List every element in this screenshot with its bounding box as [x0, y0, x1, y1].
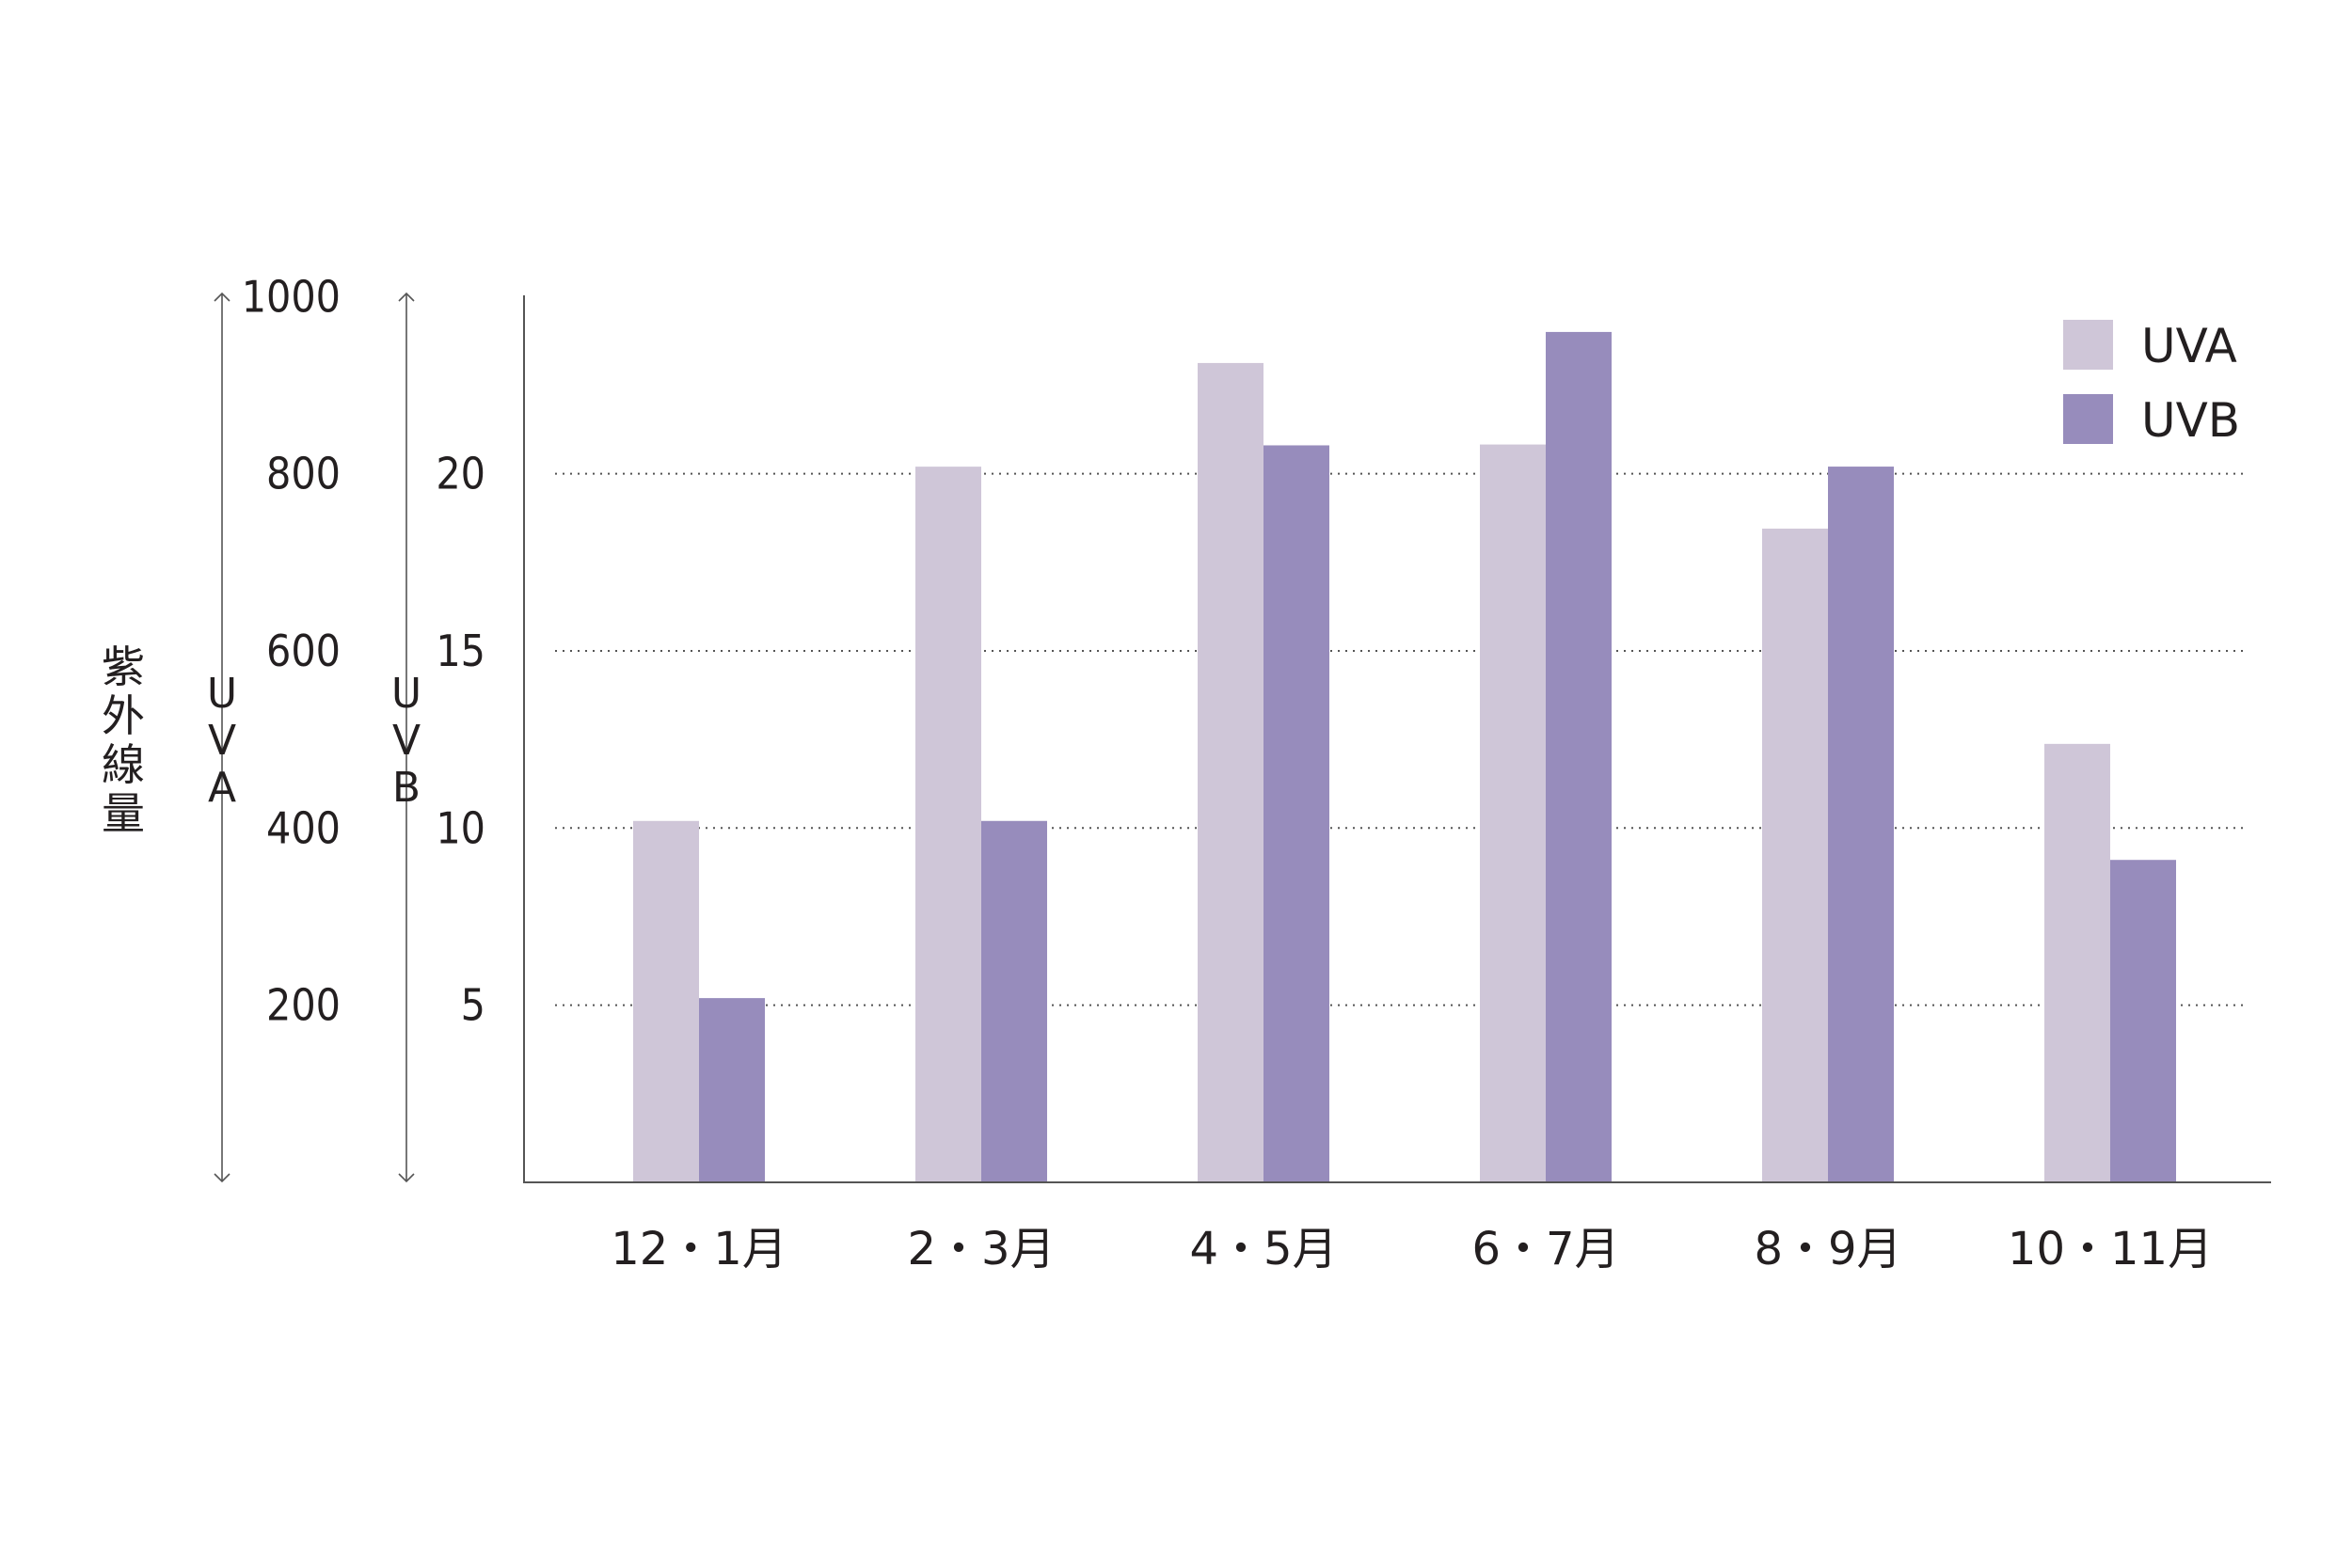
legend-label-uva: UVA: [2141, 319, 2237, 373]
uvb-tick-label: 5: [461, 980, 485, 1031]
category-label: 6・7月: [1471, 1223, 1619, 1275]
bar-uva: [1762, 529, 1828, 1182]
bar-uvb: [1828, 467, 1894, 1182]
bar-uvb: [699, 998, 765, 1182]
bar-uva: [1480, 444, 1546, 1182]
uva-tick-label: 200: [266, 980, 341, 1031]
bar-uvb: [2110, 860, 2176, 1182]
bar-uva: [915, 467, 981, 1182]
uva-tick-label: 1000: [242, 271, 341, 322]
uvb-tick-labels: 5 10 15 20: [436, 449, 485, 1031]
uva-tick-label: 600: [266, 626, 341, 676]
uva-tick-label: 400: [266, 802, 341, 853]
bar-uva: [2044, 743, 2110, 1182]
bar-uva: [633, 820, 699, 1182]
uvb-tick-label: 20: [436, 449, 485, 499]
uvb-tick-label: 15: [436, 626, 485, 676]
uvb-tick-label: 10: [436, 802, 485, 853]
legend-swatch-uvb: [2063, 394, 2113, 444]
bar-uva: [1198, 362, 1263, 1182]
legend-swatch-uva: [2063, 320, 2113, 370]
category-label: 2・3月: [907, 1223, 1055, 1275]
bars: [633, 331, 2176, 1182]
y-axis-title: 紫外線量: [102, 641, 145, 839]
legend-label-uvb: UVB: [2141, 393, 2240, 448]
category-labels: 12・1月 2・3月 4・5月 6・7月 8・9月 10・11月: [611, 1223, 2213, 1275]
category-label: 10・11月: [2008, 1223, 2213, 1275]
category-label: 4・5月: [1189, 1223, 1337, 1275]
uva-tick-label: 800: [266, 449, 341, 499]
bar-uvb: [1546, 331, 1612, 1182]
gridlines: [555, 472, 2249, 1006]
category-label: 12・1月: [611, 1223, 787, 1275]
legend: UVA UVB: [2063, 319, 2240, 448]
bar-uvb: [1263, 445, 1329, 1182]
category-label: 8・9月: [1754, 1223, 1901, 1275]
uva-tick-labels: 200 400 600 800 1000: [242, 271, 341, 1030]
bar-uvb: [981, 820, 1047, 1182]
